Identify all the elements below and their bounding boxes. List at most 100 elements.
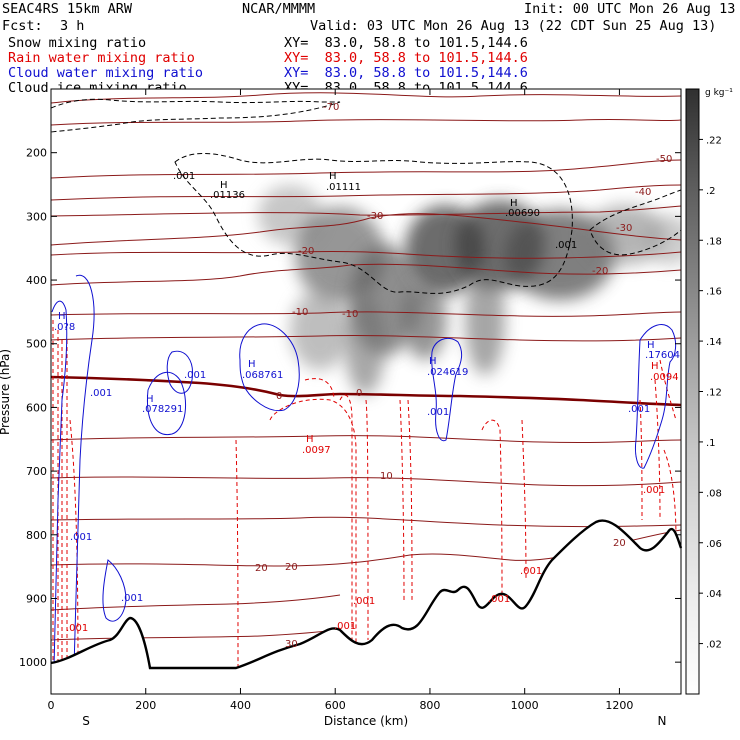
y-tick-label: 700 — [26, 465, 47, 478]
y-tick-label: 300 — [26, 210, 47, 223]
temp-label: 0 — [276, 391, 282, 402]
x-tick-label: 200 — [135, 699, 156, 712]
colorbar-tick-label: .1 — [706, 438, 716, 449]
max-value-label: .17604 — [645, 350, 680, 361]
contour-label: .001 — [488, 594, 510, 605]
y-tick-label: 800 — [26, 529, 47, 542]
contour-label: .001 — [334, 621, 356, 632]
y-tick-label: 600 — [26, 401, 47, 414]
contour-label: .001 — [121, 593, 143, 604]
valid-time: Valid: 03 UTC Mon 26 Aug 13 (22 CDT Sun … — [310, 18, 717, 34]
contour-label: .001 — [173, 171, 195, 182]
max-h-label: H — [647, 340, 655, 351]
max-value-label: .01136 — [210, 190, 245, 201]
colorbar-tick-label: .02 — [706, 640, 722, 651]
y-tick-label: 1000 — [19, 656, 47, 669]
contour-label: .001 — [353, 596, 375, 607]
contour-label: .001 — [628, 404, 650, 415]
temp-label: -30 — [367, 211, 383, 222]
contour-label: .001 — [643, 485, 665, 496]
max-h-label: H — [429, 356, 437, 367]
temp-label: -70 — [323, 102, 339, 113]
colorbar-tick-label: .16 — [706, 287, 722, 298]
max-value-label: .01111 — [326, 182, 361, 193]
contour-label: .001 — [184, 370, 206, 381]
field-xy-snow: XY= 83.0, 58.8 to 101.5,144.6 — [284, 35, 528, 51]
max-h-label: H — [651, 361, 659, 372]
contour-labels: .001 .001 .001 .001 .001 .001 .001 .001 … — [66, 171, 665, 634]
x-axis: 0 200 400 600 800 1000 1200 — [48, 89, 633, 712]
x-tick-label: 0 — [48, 699, 55, 712]
contour-label: .001 — [70, 532, 92, 543]
contour-label: .001 — [555, 240, 577, 251]
contour-label: .001 — [520, 566, 542, 577]
y-tick-label: 900 — [26, 592, 47, 605]
field-xy-rain: XY= 83.0, 58.8 to 101.5,144.6 — [284, 50, 528, 66]
cloud-ice-contour — [174, 153, 573, 294]
cloud-water-contours — [51, 274, 677, 669]
colorbar-tick-label: .2 — [706, 186, 716, 197]
temp-label: -30 — [616, 223, 632, 234]
temp-label: -10 — [342, 309, 358, 320]
max-value-label: .078291 — [142, 404, 183, 415]
contour-label: .001 — [66, 623, 88, 634]
max-value-label: .00690 — [505, 208, 540, 219]
max-h-label: H — [146, 394, 154, 405]
field-name-cloud-water: Cloud water mixing ratio — [8, 65, 204, 81]
temp-label: 30 — [285, 639, 298, 650]
contour-label: .001 — [427, 407, 449, 418]
y-tick-label: 400 — [26, 274, 47, 287]
max-h-label: H — [306, 434, 314, 445]
model-name: SEAC4RS 15km ARW — [2, 1, 133, 17]
colorbar-unit: g kg⁻¹ — [705, 88, 733, 98]
temp-label: -50 — [656, 154, 672, 165]
terrain-line — [50, 519, 683, 670]
x-tick-label: 1000 — [511, 699, 539, 712]
y-tick-label: 500 — [26, 338, 47, 351]
field-xy-cloud-water: XY= 83.0, 58.8 to 101.5,144.6 — [284, 65, 528, 81]
x-tick-label: 600 — [325, 699, 346, 712]
max-h-label: H — [510, 198, 518, 209]
contour-label: .001 — [90, 388, 112, 399]
max-h-label: H — [248, 359, 256, 370]
x-tick-label: 800 — [419, 699, 440, 712]
temperature-labels: -70 -50 -40 -30 -30 -20 -20 -10 -10 0 0 … — [255, 102, 672, 650]
max-h-label: H — [329, 171, 337, 182]
freezing-level-line — [51, 375, 681, 407]
org-name: NCAR/MMMM — [242, 1, 316, 17]
max-h-label: H — [58, 311, 66, 322]
colorbar-tick-label: .08 — [706, 488, 722, 499]
colorbar-tick-label: .18 — [706, 236, 722, 247]
max-value-label: .0094 — [650, 372, 679, 383]
init-time: Init: 00 UTC Mon 26 Aug 13 — [524, 1, 736, 17]
colorbar-tick-label: .04 — [706, 589, 722, 600]
y-tick-label: 200 — [26, 147, 47, 160]
x-tick-label: 1200 — [605, 699, 633, 712]
temp-label: 10 — [380, 471, 393, 482]
temperature-contours — [51, 92, 681, 641]
temp-label: 20 — [285, 562, 298, 573]
forecast-hours: 3 h — [60, 18, 85, 34]
temp-label: -10 — [292, 307, 308, 318]
colorbar-tick-label: .06 — [706, 539, 722, 550]
max-value-label: .068761 — [242, 370, 283, 381]
endpoint-left-label: S — [82, 714, 90, 728]
max-value-label: .0?8 — [54, 322, 75, 333]
forecast-label: Fcst: — [2, 18, 43, 34]
temp-label: -20 — [298, 246, 314, 257]
maxima-labels: H .01136 H .01111 H .00690 H .068761 H .… — [54, 171, 680, 456]
colorbar-tick-label: .22 — [706, 135, 722, 146]
max-value-label: .024619 — [427, 367, 468, 378]
temp-label: 20 — [613, 538, 626, 549]
colorbar-tick-label: .12 — [706, 388, 722, 399]
colorbar — [685, 88, 700, 695]
colorbar-ticks: .22 .2 .18 .16 .14 .12 .1 .08 .06 .04 .02 — [699, 135, 722, 651]
temp-label: 0 — [356, 388, 362, 399]
x-axis-title: Distance (km) — [324, 714, 408, 728]
max-h-label: H — [220, 180, 228, 191]
endpoint-right-label: N — [658, 714, 667, 728]
max-value-label: .0097 — [302, 445, 331, 456]
field-name-snow: Snow mixing ratio — [8, 35, 147, 51]
